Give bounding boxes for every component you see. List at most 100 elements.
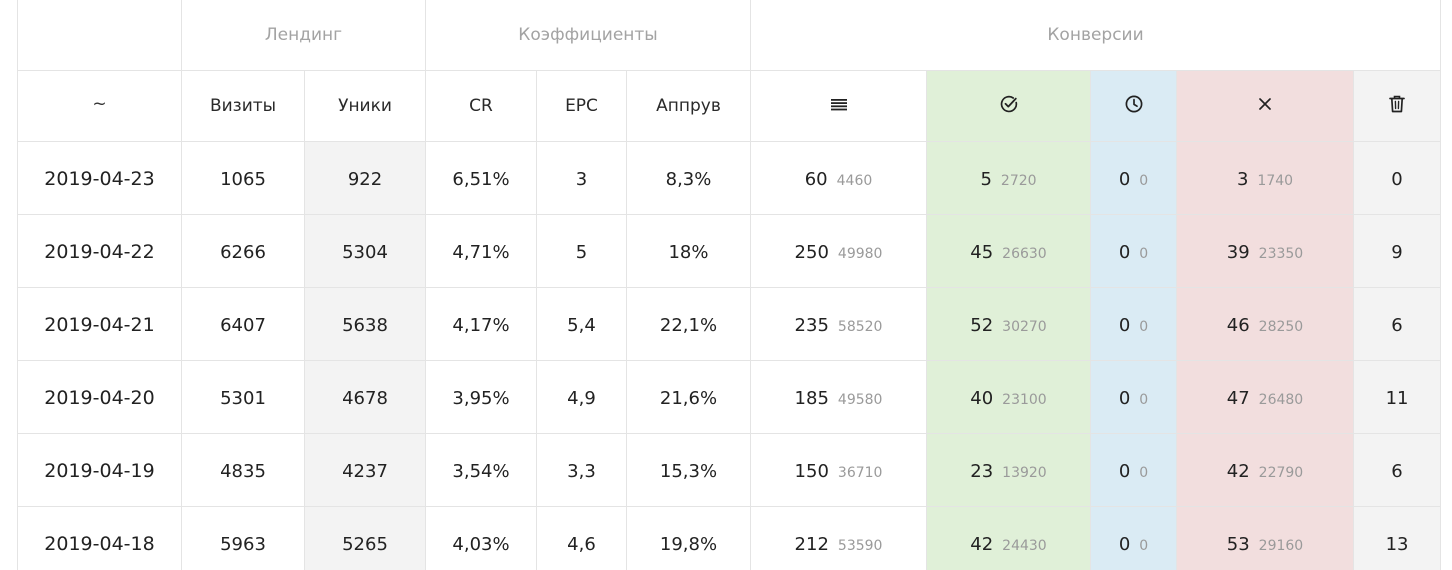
column-header-cr[interactable]: CR (425, 70, 537, 142)
approved-cell: 52 30270 (926, 287, 1091, 361)
pending-count: 0 (1118, 168, 1131, 190)
date-cell: 2019-04-19 (17, 433, 182, 507)
cr-cell: 4,03% (425, 506, 537, 570)
total-cell: 212 53590 (750, 506, 927, 570)
trash-cell: 9 (1352, 214, 1442, 288)
approve-cell: 18% (626, 214, 751, 288)
column-header-approved[interactable] (926, 70, 1091, 142)
table-row[interactable]: 2019-04-20 5301 4678 3,95% 4,9 21,6% 185… (17, 360, 1442, 434)
total-count: 235 (794, 314, 829, 336)
approved-sum: 30270 (1002, 318, 1047, 335)
approved-count: 42 (970, 533, 994, 555)
table-row[interactable]: 2019-04-19 4835 4237 3,54% 3,3 15,3% 150… (17, 433, 1442, 507)
rejected-count: 53 (1226, 533, 1250, 555)
approve-cell: 21,6% (626, 360, 751, 434)
total-cell: 185 49580 (750, 360, 927, 434)
group-header-conversions: Конверсии (749, 0, 1442, 71)
cr-cell: 4,17% (425, 287, 537, 361)
approved-cell: 42 24430 (926, 506, 1091, 570)
approve-cell: 8,3% (626, 141, 751, 215)
pending-count: 0 (1118, 314, 1131, 336)
epc-cell: 4,9 (536, 360, 627, 434)
rejected-count: 39 (1226, 241, 1250, 263)
total-sum: 49980 (837, 245, 883, 262)
total-count: 250 (794, 241, 829, 263)
column-header-rejected[interactable] (1176, 70, 1354, 142)
epc-cell: 4,6 (536, 506, 627, 570)
column-header-trash[interactable] (1352, 70, 1442, 142)
table-row[interactable]: 2019-04-22 6266 5304 4,71% 5 18% 250 4998… (17, 214, 1442, 288)
cr-cell: 6,51% (425, 141, 537, 215)
epc-cell: 3,3 (536, 433, 627, 507)
trash-cell: 6 (1352, 433, 1442, 507)
table-row[interactable]: 2019-04-18 5963 5265 4,03% 4,6 19,8% 212… (17, 506, 1442, 570)
date-cell: 2019-04-20 (17, 360, 182, 434)
pending-sum: 0 (1139, 318, 1149, 335)
epc-cell: 5 (536, 214, 627, 288)
approved-sum: 23100 (1002, 391, 1047, 408)
uniques-cell: 5638 (304, 287, 426, 361)
column-header-uniques[interactable]: Уники (304, 70, 426, 142)
column-header-visits[interactable]: Визиты (181, 70, 305, 142)
visits-cell: 4835 (181, 433, 305, 507)
uniques-cell: 922 (304, 141, 426, 215)
total-sum: 58520 (837, 318, 883, 335)
date-cell: 2019-04-18 (17, 506, 182, 570)
date-cell: 2019-04-21 (17, 287, 182, 361)
date-sort-label: ~ (92, 94, 107, 114)
total-cell: 60 4460 (750, 141, 927, 215)
approved-sum: 24430 (1002, 537, 1047, 554)
pending-count: 0 (1118, 460, 1131, 482)
approved-cell: 45 26630 (926, 214, 1091, 288)
uniques-cell: 4237 (304, 433, 426, 507)
pending-sum: 0 (1139, 537, 1149, 554)
column-header-approve[interactable]: Аппрув (626, 70, 751, 142)
rejected-count: 46 (1226, 314, 1250, 336)
column-header-pending[interactable] (1090, 70, 1177, 142)
approved-count: 23 (970, 460, 994, 482)
epc-cell: 3 (536, 141, 627, 215)
column-header-epc[interactable]: EPC (536, 70, 627, 142)
total-sum: 4460 (836, 172, 873, 189)
uniques-cell: 5304 (304, 214, 426, 288)
cr-cell: 3,54% (425, 433, 537, 507)
uniques-cell: 4678 (304, 360, 426, 434)
rejected-count: 42 (1226, 460, 1250, 482)
column-header-total[interactable] (750, 70, 927, 142)
rejected-cell: 39 23350 (1176, 214, 1354, 288)
pending-sum: 0 (1139, 464, 1149, 481)
rejected-sum: 22790 (1258, 464, 1304, 481)
pending-sum: 0 (1139, 245, 1149, 262)
column-header-date[interactable]: ~ (17, 70, 182, 142)
check-circle-icon (999, 94, 1019, 119)
pending-count: 0 (1118, 241, 1131, 263)
visits-cell: 1065 (181, 141, 305, 215)
total-sum: 53590 (837, 537, 883, 554)
group-header-landing: Лендинг (181, 0, 426, 71)
rejected-cell: 42 22790 (1176, 433, 1354, 507)
visits-cell: 5301 (181, 360, 305, 434)
approved-cell: 40 23100 (926, 360, 1091, 434)
visits-cell: 5963 (181, 506, 305, 570)
pending-sum: 0 (1139, 391, 1149, 408)
group-header-row: Лендинг Коэффициенты Конверсии (17, 0, 1442, 71)
trash-cell: 0 (1352, 141, 1442, 215)
approved-cell: 5 2720 (926, 141, 1091, 215)
rejected-sum: 28250 (1258, 318, 1304, 335)
total-count: 185 (794, 387, 829, 409)
rejected-count: 47 (1226, 387, 1250, 409)
trash-cell: 13 (1352, 506, 1442, 570)
approve-cell: 22,1% (626, 287, 751, 361)
table-row[interactable]: 2019-04-21 6407 5638 4,17% 5,4 22,1% 235… (17, 287, 1442, 361)
rejected-cell: 46 28250 (1176, 287, 1354, 361)
column-header-row: ~ Визиты Уники CR EPC Аппрув (17, 70, 1442, 142)
rejected-sum: 26480 (1258, 391, 1304, 408)
approved-count: 5 (980, 168, 992, 190)
total-cell: 250 49980 (750, 214, 927, 288)
pending-sum: 0 (1139, 172, 1149, 189)
table-row[interactable]: 2019-04-23 1065 922 6,51% 3 8,3% 60 4460 … (17, 141, 1442, 215)
clock-icon (1124, 94, 1144, 119)
